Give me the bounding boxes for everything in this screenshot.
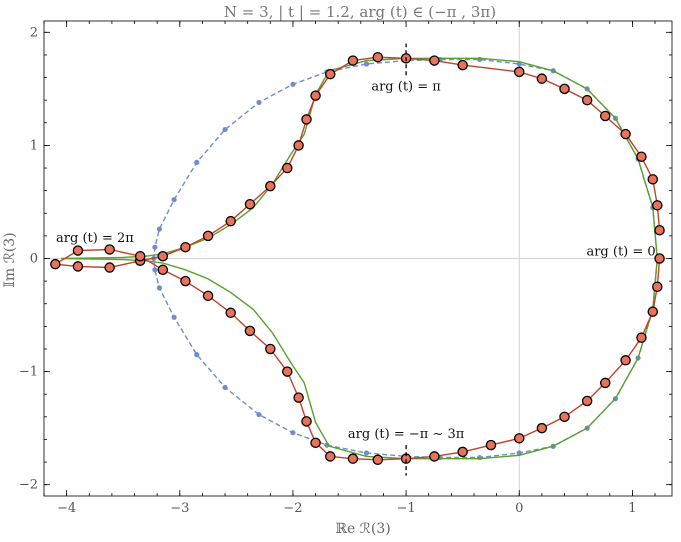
series-3-point bbox=[457, 446, 468, 458]
y-tick-label: −1 bbox=[19, 365, 38, 380]
y-tick-label: 1 bbox=[30, 138, 38, 153]
x-tick-label: 0 bbox=[515, 501, 523, 516]
series-1-point bbox=[290, 430, 296, 436]
series-1-point bbox=[171, 314, 177, 320]
series-3-point bbox=[536, 73, 548, 84]
series-1-point bbox=[156, 285, 163, 291]
x-axis-title: ℝe ℛ(3) bbox=[335, 521, 390, 537]
series-3-point bbox=[225, 307, 236, 319]
series-3-point bbox=[652, 200, 663, 211]
series-3-point bbox=[104, 244, 115, 255]
series-3-point bbox=[372, 51, 384, 63]
series-3-point bbox=[293, 392, 304, 403]
y-tick-label: 0 bbox=[30, 252, 38, 267]
series-1-point bbox=[222, 126, 228, 133]
chart-title: N = 3, | t | = 1.2, arg (t) ∈ (−π , 3π) bbox=[224, 3, 496, 21]
series-3-point bbox=[310, 437, 321, 449]
series-3-point bbox=[654, 253, 665, 264]
series-1-point bbox=[152, 244, 158, 250]
series-1-point bbox=[363, 450, 370, 456]
x-tick-label: −1 bbox=[397, 501, 416, 516]
series-3-point bbox=[325, 68, 336, 80]
x-tick-label: 1 bbox=[628, 501, 636, 516]
series-3-point bbox=[50, 258, 61, 270]
series-3-point bbox=[134, 250, 146, 262]
series-3-point bbox=[536, 422, 548, 434]
series-1-point bbox=[152, 267, 158, 273]
series-1-point bbox=[194, 159, 200, 165]
series-3-point bbox=[457, 59, 468, 71]
series-layer bbox=[50, 51, 665, 466]
series-3-point bbox=[157, 250, 169, 262]
series-3-point bbox=[620, 355, 631, 366]
series-3-point bbox=[293, 140, 304, 151]
annotation-label: arg (t) = 0 bbox=[586, 245, 655, 260]
series-1-point bbox=[171, 197, 177, 203]
x-tick-label: −3 bbox=[170, 501, 189, 516]
series-3-point bbox=[559, 411, 570, 423]
series-3-point bbox=[202, 230, 214, 242]
series-3-point bbox=[310, 90, 321, 101]
x-tick-label: −2 bbox=[283, 501, 302, 516]
series-3-point bbox=[347, 453, 359, 464]
series-3-point bbox=[244, 325, 256, 337]
series-1-point bbox=[222, 384, 228, 391]
series-3-point bbox=[636, 332, 647, 343]
y-tick-label: 2 bbox=[30, 25, 38, 40]
series-1-point bbox=[156, 226, 163, 232]
series-3-point bbox=[513, 66, 525, 78]
series-1-point bbox=[256, 411, 262, 418]
series-3-point bbox=[104, 262, 115, 273]
series-3-point bbox=[180, 275, 191, 287]
series-3-point bbox=[202, 290, 214, 302]
series-1-point bbox=[194, 352, 200, 358]
series-3-point bbox=[157, 264, 169, 276]
series-3-point bbox=[265, 180, 276, 192]
annotation-label: arg (t) = π bbox=[371, 80, 441, 95]
series-3-point bbox=[180, 241, 191, 253]
series-3-point bbox=[244, 198, 256, 210]
annotation-label: arg (t) = 2π bbox=[56, 231, 134, 246]
series-3-point bbox=[301, 416, 312, 427]
series-3-point bbox=[429, 55, 440, 66]
series-1-point bbox=[363, 61, 370, 67]
series-3-point bbox=[654, 224, 665, 236]
axes: −4 −3 −2 −1 0 1 −2 −1 0 1 2 bbox=[19, 20, 673, 516]
series-3-point bbox=[599, 110, 611, 122]
series-3-point bbox=[265, 343, 276, 355]
series-3-point bbox=[301, 114, 312, 125]
series-3-point bbox=[652, 281, 663, 293]
series-3-point bbox=[581, 395, 593, 407]
y-tick-label: −2 bbox=[19, 478, 38, 493]
series-1-point bbox=[290, 81, 296, 87]
series-3-point bbox=[72, 245, 84, 256]
series-3-point bbox=[372, 454, 384, 466]
series-2-line bbox=[60, 57, 658, 460]
series-3-point bbox=[72, 261, 84, 272]
series-3-point bbox=[599, 377, 611, 389]
series-1-point bbox=[256, 99, 262, 106]
annotations: arg (t) = π arg (t) = 2π arg (t) = 0 arg (t… bbox=[56, 43, 656, 476]
series-3-point bbox=[282, 162, 293, 174]
series-3-point bbox=[282, 366, 293, 377]
x-tick-label: −4 bbox=[57, 501, 76, 516]
annotation-label: arg (t) = −π ∼ 3π bbox=[348, 427, 465, 442]
series-3-point bbox=[513, 433, 525, 444]
series-3-point bbox=[347, 55, 359, 66]
series-3-point bbox=[225, 215, 236, 227]
series-3-point bbox=[581, 94, 593, 106]
series-3-point bbox=[429, 451, 440, 462]
series-3-point bbox=[620, 128, 631, 140]
series-3-point bbox=[559, 83, 570, 95]
series-3-point bbox=[485, 439, 497, 451]
series-3-point bbox=[636, 151, 647, 162]
y-axis-title: 𝕀m ℛ(3) bbox=[2, 232, 18, 287]
series-3-point bbox=[647, 306, 659, 317]
series-3-point bbox=[325, 451, 336, 462]
series-3-point bbox=[647, 174, 659, 185]
